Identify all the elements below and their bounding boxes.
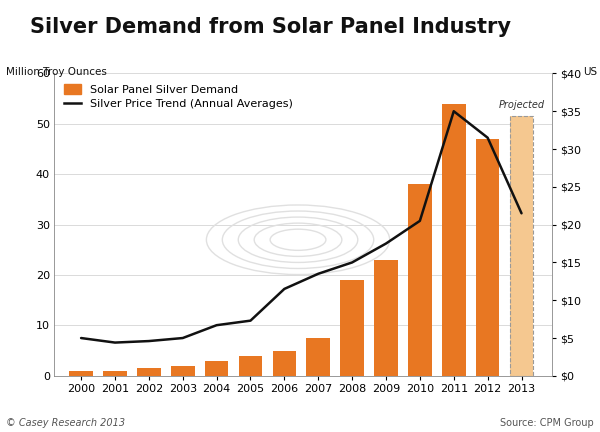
Text: © Casey Research 2013: © Casey Research 2013: [6, 417, 125, 428]
Bar: [69, 371, 93, 376]
Text: Silver Demand from Solar Panel Industry: Silver Demand from Solar Panel Industry: [29, 17, 511, 37]
Bar: [272, 351, 296, 376]
Bar: [442, 104, 466, 376]
Text: Projected: Projected: [499, 100, 545, 110]
Bar: [408, 184, 432, 376]
Bar: [476, 139, 499, 376]
Text: US: US: [583, 67, 597, 77]
Text: Source: CPM Group: Source: CPM Group: [500, 417, 594, 428]
Bar: [205, 361, 229, 376]
Bar: [307, 338, 330, 376]
Bar: [509, 116, 533, 376]
Bar: [239, 356, 262, 376]
Bar: [509, 116, 533, 376]
Bar: [137, 368, 161, 376]
Bar: [171, 366, 194, 376]
Legend: Solar Panel Silver Demand, Silver Price Trend (Annual Averages): Solar Panel Silver Demand, Silver Price …: [62, 82, 295, 111]
Text: Million Troy Ounces: Million Troy Ounces: [6, 67, 107, 77]
Bar: [374, 260, 398, 376]
Bar: [103, 371, 127, 376]
Bar: [340, 280, 364, 376]
